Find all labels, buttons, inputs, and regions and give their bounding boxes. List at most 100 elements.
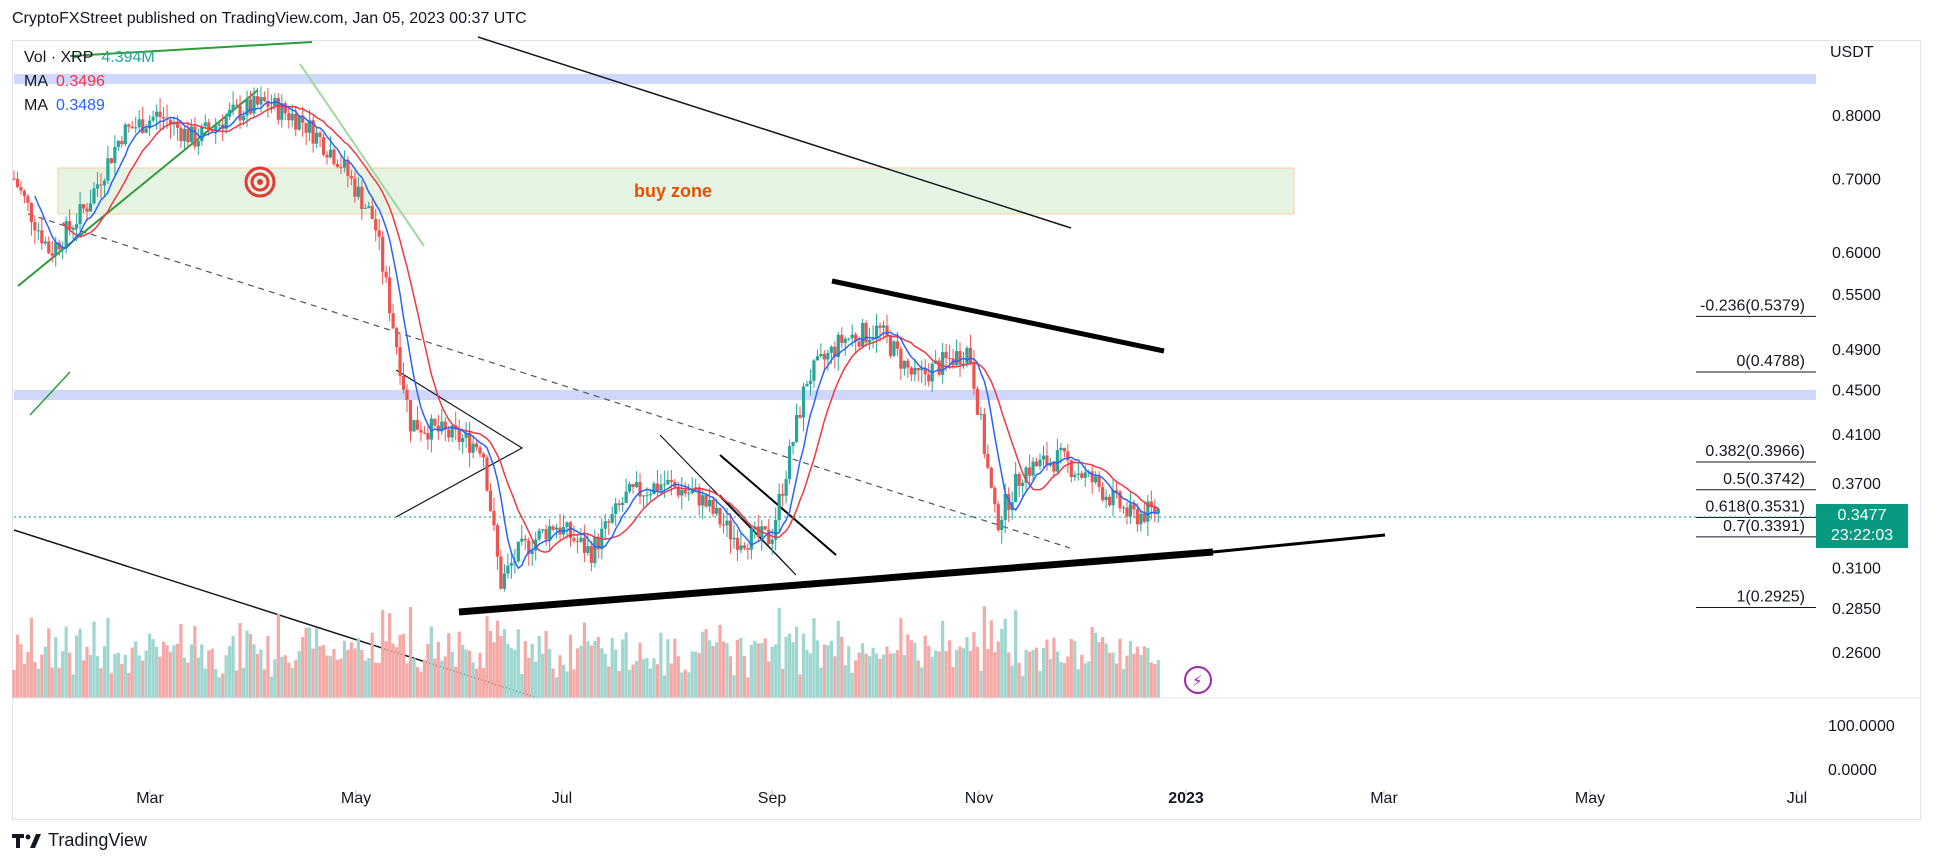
volume-bar bbox=[596, 636, 600, 698]
candle-body bbox=[989, 467, 993, 488]
candle-body bbox=[346, 159, 350, 176]
candle-body bbox=[1149, 501, 1153, 507]
candle-body bbox=[1017, 474, 1021, 486]
candle-body bbox=[801, 386, 806, 418]
candle-body bbox=[71, 228, 75, 230]
volume-bar bbox=[255, 653, 260, 698]
volume-bar bbox=[662, 675, 666, 698]
volume-bar bbox=[381, 610, 385, 698]
volume-bar bbox=[461, 644, 465, 698]
candle-body bbox=[294, 113, 298, 130]
volume-bar bbox=[1000, 628, 1004, 698]
volume-bar bbox=[1027, 651, 1032, 698]
candle-body bbox=[370, 206, 374, 219]
volume-bar bbox=[1076, 669, 1080, 698]
candle-body bbox=[676, 487, 680, 496]
candle-body bbox=[669, 480, 673, 483]
candle-body bbox=[704, 495, 708, 507]
candle-body bbox=[579, 537, 583, 542]
candle-body bbox=[701, 495, 705, 506]
candle-body bbox=[687, 493, 691, 495]
volume-bar bbox=[537, 635, 541, 698]
candle-body bbox=[154, 111, 159, 117]
candle-body bbox=[1153, 506, 1157, 514]
candle-body bbox=[530, 550, 534, 555]
candle-body bbox=[130, 126, 134, 129]
volume-bar bbox=[610, 637, 614, 698]
volume-bar bbox=[815, 640, 820, 698]
candle-body bbox=[349, 175, 353, 179]
volume-bar bbox=[502, 628, 507, 698]
volume-bar bbox=[346, 649, 350, 698]
candle-body bbox=[485, 457, 489, 491]
candle-body bbox=[161, 117, 166, 119]
candle-body bbox=[88, 203, 93, 212]
volume-bar bbox=[857, 652, 861, 698]
volume-bar bbox=[506, 643, 510, 698]
candle-body bbox=[586, 546, 590, 553]
volume-bar bbox=[934, 650, 938, 698]
resistance-band-top bbox=[14, 74, 1816, 84]
fib-label: 0.382(0.3966) bbox=[1705, 443, 1805, 460]
volume-bar bbox=[801, 633, 806, 698]
volume-bar bbox=[481, 668, 486, 698]
volume-bar bbox=[109, 673, 113, 698]
candle-body bbox=[972, 362, 976, 389]
volume-bar bbox=[388, 613, 392, 698]
volume-bar bbox=[26, 652, 30, 698]
volume-bar bbox=[986, 648, 990, 698]
volume-bar bbox=[189, 644, 193, 698]
candle-body bbox=[419, 429, 423, 433]
volume-bar bbox=[589, 645, 593, 698]
candle-body bbox=[234, 104, 239, 106]
candle-body bbox=[767, 529, 771, 544]
volume-bar bbox=[61, 651, 65, 698]
candle-body bbox=[1038, 459, 1042, 467]
candle-body bbox=[141, 119, 145, 133]
volume-bar bbox=[471, 662, 475, 698]
volume-bar bbox=[408, 607, 413, 698]
candle-body bbox=[548, 526, 552, 540]
volume-bar bbox=[106, 617, 110, 698]
candle-body bbox=[1097, 476, 1101, 488]
volume-bar bbox=[721, 641, 726, 698]
volume-bar bbox=[568, 634, 573, 698]
resistance-band-mid bbox=[14, 390, 1816, 400]
volume-axis-label: 100.0000 bbox=[1828, 718, 1895, 735]
volume-bar bbox=[360, 649, 364, 698]
volume-bar bbox=[1097, 642, 1101, 698]
candle-body bbox=[871, 338, 875, 340]
candle-body bbox=[554, 527, 559, 530]
candle-body bbox=[920, 368, 924, 371]
candle-body bbox=[648, 494, 653, 496]
volume-bar bbox=[874, 653, 879, 698]
candle-body bbox=[443, 421, 447, 430]
candle-body bbox=[843, 338, 847, 343]
candle-body bbox=[245, 99, 249, 116]
volume-bar bbox=[290, 668, 294, 698]
y-tick-label: 0.2600 bbox=[1832, 645, 1881, 662]
volume-bar bbox=[276, 614, 280, 698]
candle-body bbox=[224, 116, 228, 129]
candle-body bbox=[68, 221, 72, 229]
candle-body bbox=[645, 495, 649, 497]
candle-body bbox=[711, 499, 715, 514]
candle-body bbox=[815, 356, 820, 361]
candle-body bbox=[708, 499, 712, 507]
candle-body bbox=[1041, 455, 1046, 460]
volume-bar bbox=[165, 645, 169, 698]
chart-frame[interactable] bbox=[12, 40, 1921, 820]
volume-bar bbox=[829, 641, 833, 698]
volume-bar bbox=[541, 653, 545, 698]
volume-bar bbox=[200, 644, 204, 698]
lightning-icon[interactable]: ⚡ bbox=[1184, 666, 1212, 694]
candle-body bbox=[262, 96, 267, 101]
candle-body bbox=[1007, 494, 1011, 511]
candle-body bbox=[415, 420, 420, 430]
volume-bar bbox=[1139, 654, 1143, 698]
candle-body bbox=[394, 328, 399, 348]
candle-body bbox=[134, 127, 138, 129]
candle-body bbox=[836, 334, 840, 358]
tradingview-brand[interactable]: TradingView bbox=[12, 830, 147, 851]
